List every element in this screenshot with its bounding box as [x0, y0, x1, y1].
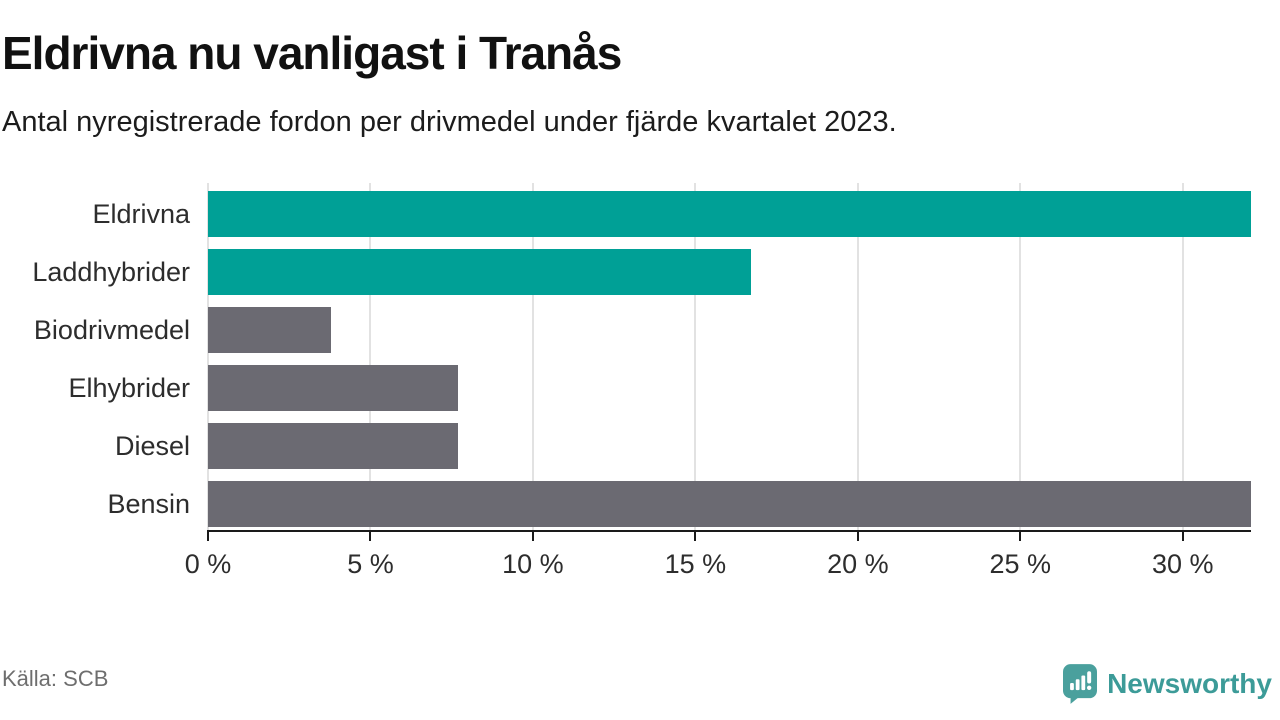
plot-area: [207, 183, 1251, 530]
category-label-biodrivmedel: Biodrivmedel: [33, 315, 190, 345]
bar-elhybrider: [208, 365, 459, 411]
bar-laddhybrider: [208, 249, 751, 295]
brand-name: Newsworthy: [1107, 668, 1272, 699]
gridline-25: [1019, 183, 1022, 530]
gridline-15: [694, 183, 697, 530]
brand-logo: Newsworthy: [1063, 664, 1272, 704]
category-label-elhybrider: Elhybrider: [68, 373, 190, 403]
chart-title: Eldrivna nu vanligast i Tranås: [2, 27, 622, 79]
category-label-bensin: Bensin: [107, 489, 190, 519]
x-tick-label: 15 %: [664, 549, 727, 579]
chart-subtitle: Antal nyregistrerade fordon per drivmede…: [2, 106, 897, 138]
gridline-10: [531, 183, 534, 530]
tick-5: [369, 532, 372, 541]
x-tick-label: 30 %: [1151, 549, 1214, 579]
gridline-30: [1181, 183, 1184, 530]
x-tick-label: 5 %: [347, 549, 394, 579]
x-tick-label: 25 %: [989, 549, 1052, 579]
tick-20: [856, 532, 859, 541]
category-label-laddhybrider: Laddhybrider: [32, 257, 190, 287]
tick-0: [207, 532, 209, 541]
category-labels: Eldrivna Laddhybrider Biodrivmedel Elhybrid…: [0, 183, 190, 530]
x-axis-tick-labels: 0 % 5 % 10 % 15 % 20 % 25 % 30 %: [185, 549, 1251, 585]
tick-10: [531, 532, 534, 541]
tick-25: [1019, 532, 1022, 541]
tick-30: [1181, 532, 1184, 541]
x-axis-ticks: [207, 532, 1251, 541]
tick-15: [694, 532, 697, 541]
x-tick-label: 10 %: [502, 549, 564, 579]
source-note: Källa: SCB: [2, 666, 109, 691]
bar-diesel: [208, 423, 459, 469]
gridline-20: [856, 183, 859, 530]
chart-area: Eldrivna Laddhybrider Biodrivmedel Elhybrid…: [0, 183, 1280, 585]
bar-eldrivna: [208, 191, 1251, 237]
gridline-5: [369, 183, 372, 530]
bar-biodrivmedel: [208, 307, 332, 353]
bar-bensin: [208, 481, 1251, 527]
x-tick-label: 20 %: [827, 549, 889, 579]
newsworthy-logo-icon: [1063, 664, 1098, 704]
x-axis-line: [207, 530, 1251, 532]
x-tick-label: 0 %: [184, 549, 232, 579]
category-label-eldrivna: Eldrivna: [92, 199, 190, 229]
gridline-0: [207, 183, 209, 530]
category-label-diesel: Diesel: [114, 431, 190, 461]
